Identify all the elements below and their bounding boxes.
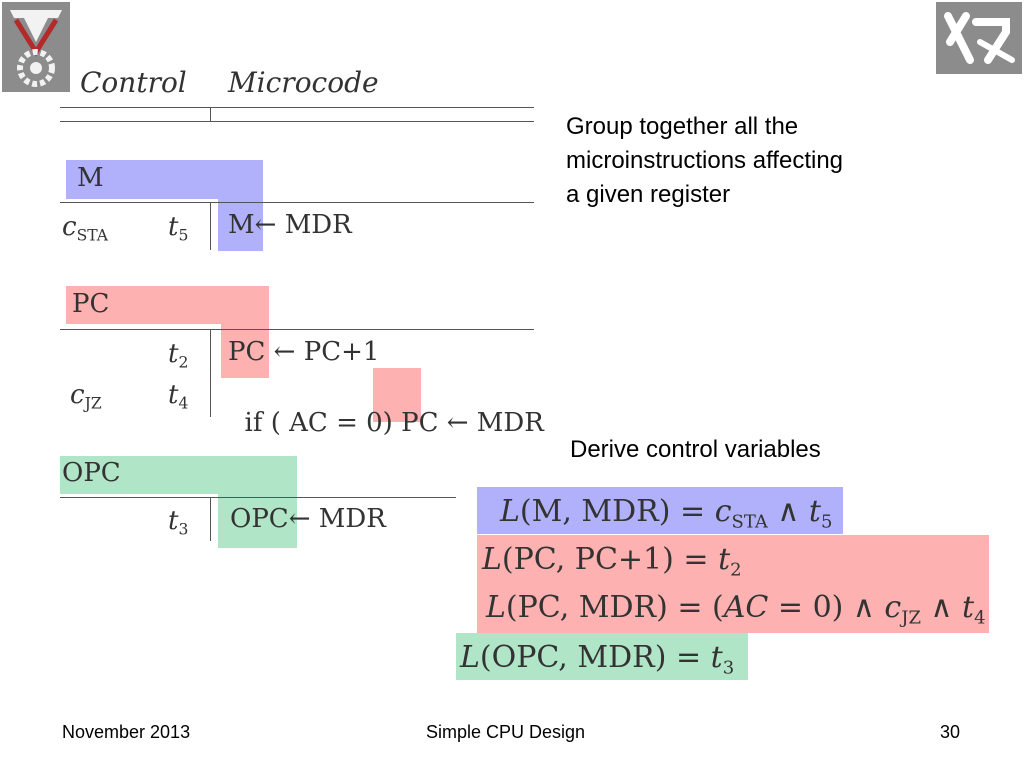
m-dest-highlight — [218, 199, 263, 251]
header-rule-bottom — [60, 121, 534, 122]
m-group-divider — [210, 202, 211, 250]
pc-row2-control: cJZ — [70, 380, 102, 413]
footer-title: Simple CPU Design — [426, 722, 586, 742]
hebrew-letters-icon — [944, 12, 1015, 64]
formula-m: L(M, MDR) = cSTA ∧ t5 — [500, 494, 833, 533]
col-header-control: Control — [80, 66, 187, 99]
formula-m-highlight — [477, 487, 843, 534]
technion-logo — [2, 2, 70, 92]
hebrew-university-logo — [936, 2, 1022, 74]
opc-row-time: t3 — [168, 506, 189, 539]
opc-dest-highlight — [218, 494, 297, 548]
pc-group-divider — [210, 329, 211, 417]
pc-row1-microcode: PC ← PC+1 — [228, 337, 380, 367]
pc-row2-microcode: if ( AC = 0) PC ← MDR — [244, 408, 544, 438]
m-row-microcode: M← MDR — [228, 210, 352, 240]
technion-emblem-icon — [10, 10, 62, 87]
header-divider — [210, 107, 211, 121]
formula-opc-highlight — [456, 633, 748, 680]
m-group-rule — [60, 202, 534, 203]
pc-cond-dest-highlight — [373, 368, 421, 422]
footer-date: November 2013 — [62, 722, 191, 742]
pc-group-header: PC — [72, 289, 110, 319]
pc-row1-time: t2 — [168, 339, 189, 372]
opc-group-divider — [210, 497, 211, 541]
formula-opc: L(OPC, MDR) = t3 — [460, 640, 735, 679]
footer-page-number: 30 — [940, 722, 961, 742]
pc-row2-time: t4 — [168, 380, 189, 413]
m-group-header: M — [77, 163, 104, 193]
formula-pc-mdr: L(PC, MDR) = (AC = 0) ∧ cJZ ∧ t4 — [486, 590, 986, 629]
m-row-control: cSTA — [62, 212, 109, 245]
formula-pc-inc: L(PC, PC+1) = t2 — [482, 542, 742, 581]
derive-note: Derive control variables — [570, 436, 821, 463]
pc-group-highlight — [66, 286, 269, 324]
pc-group-rule — [60, 329, 534, 330]
opc-group-header: OPC — [62, 458, 121, 488]
header-rule-top — [60, 107, 534, 108]
pc-dest-highlight — [221, 324, 269, 378]
m-row-time: t5 — [168, 212, 189, 245]
col-header-microcode: Microcode — [228, 66, 379, 99]
opc-group-rule — [60, 497, 456, 498]
opc-row-microcode: OPC← MDR — [230, 504, 386, 534]
opc-group-highlight — [60, 456, 297, 494]
group-note: Group together all the microinstructions… — [566, 113, 844, 208]
m-group-highlight — [66, 160, 263, 199]
formula-pc-highlight — [477, 535, 989, 633]
